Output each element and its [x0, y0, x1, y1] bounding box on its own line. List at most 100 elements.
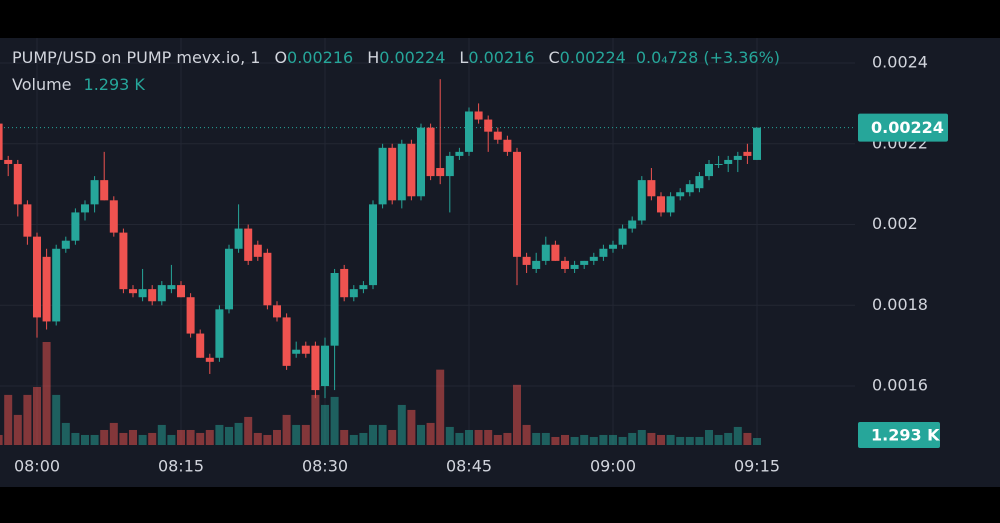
volume-bar: [589, 436, 598, 445]
volume-bar: [465, 429, 473, 445]
candle-body: [33, 236, 41, 318]
volume-bar: [321, 404, 329, 445]
volume-bar: [561, 434, 569, 445]
volume-bar: [0, 434, 3, 445]
price-tag: [858, 113, 948, 142]
ohlc-label: C: [549, 48, 560, 67]
volume-bar: [61, 422, 70, 445]
candle-body: [148, 289, 157, 302]
ohlc-value: 0.00216: [468, 48, 534, 67]
candle-body: [177, 285, 185, 298]
volume-bar: [23, 394, 32, 445]
volume-bar: [705, 429, 713, 445]
ohlc-value: 0.00224: [379, 48, 445, 67]
candle-body: [426, 127, 435, 177]
volume-bar: [330, 396, 339, 445]
candle-body: [378, 147, 387, 205]
volume-bar: [609, 434, 617, 445]
candle-body: [129, 289, 137, 294]
volume-bar: [81, 434, 89, 445]
volume-bar: [129, 429, 137, 445]
volume-bar: [157, 424, 166, 445]
candle-body: [90, 180, 99, 205]
candle-body: [71, 212, 80, 241]
candle-body: [52, 248, 61, 322]
price-tag-label: 0.00224: [871, 118, 944, 137]
volume-bar: [282, 414, 291, 445]
candle-body: [580, 260, 589, 265]
candle-body: [253, 244, 262, 257]
candle-body: [743, 151, 752, 156]
y-tick-label: 0.0016: [872, 376, 928, 395]
volume-bar: [138, 434, 147, 445]
x-tick-label: 08:45: [446, 457, 492, 476]
plot-area: [0, 79, 855, 445]
candle-body: [705, 163, 713, 177]
chart-panel: [0, 38, 1000, 487]
candle-body: [138, 289, 147, 298]
candle-body: [676, 192, 685, 197]
volume-bar: [580, 434, 589, 445]
candle-body: [397, 143, 406, 201]
x-tick-label: 08:30: [302, 457, 348, 476]
volume-bar: [397, 404, 406, 445]
legend-title: PUMP/USD on PUMP mevx.io, 1: [12, 48, 260, 67]
candle-body: [455, 151, 464, 156]
candle-body: [685, 184, 694, 193]
candle-body: [263, 252, 272, 306]
volume-bar: [436, 369, 445, 445]
candle-body: [666, 196, 675, 213]
ohlc-label: H: [367, 48, 379, 67]
volume-bar: [445, 426, 454, 445]
candle-body: [340, 268, 349, 298]
candle-body: [234, 228, 243, 249]
candle-body: [465, 111, 473, 152]
volume-bar: [273, 429, 281, 445]
volume-bar: [417, 424, 425, 445]
volume-bar: [676, 436, 685, 445]
volume-bar: [148, 432, 157, 445]
volume-bar: [42, 342, 51, 445]
candle-body: [81, 204, 89, 213]
volume-bar: [311, 394, 320, 445]
volume-bar: [695, 436, 704, 445]
volume-bar: [253, 432, 262, 445]
candle-body: [359, 285, 368, 290]
candle-body: [647, 180, 656, 197]
candle-body: [628, 220, 637, 229]
ohlc-value: 0.00216: [287, 48, 353, 67]
candle-body: [436, 168, 445, 177]
candle-body: [513, 151, 521, 257]
volume-bar: [474, 429, 483, 445]
volume-bar: [637, 429, 646, 445]
candle-body: [532, 260, 541, 269]
volume-bar: [119, 432, 128, 445]
candle-body: [724, 159, 733, 164]
volume-bar: [301, 424, 310, 445]
change-label: 0.0₄728 (+3.36%): [636, 48, 780, 67]
volume-tag-label: 1.293 K: [871, 425, 940, 444]
volume-bar: [484, 429, 493, 445]
volume-bar: [570, 436, 579, 445]
ohlc-value: 0.00224: [560, 48, 626, 67]
candle-body: [551, 244, 560, 261]
candle-body: [23, 204, 32, 237]
candle-body: [388, 147, 397, 201]
volume-bar: [551, 436, 560, 445]
candle-body: [311, 345, 320, 391]
candle-body: [733, 155, 742, 160]
candle-body: [599, 248, 608, 257]
volume-bar: [186, 429, 195, 445]
x-tick-label: 09:00: [590, 457, 636, 476]
y-tick-label: 0.002: [872, 214, 918, 233]
candle-body: [637, 180, 646, 221]
volume-value: 1.293 K: [84, 75, 146, 94]
volume-bar: [90, 434, 99, 445]
candle-body: [292, 349, 301, 354]
candle-body: [0, 123, 3, 160]
candle-body: [714, 163, 723, 165]
volume-bar: [503, 432, 512, 445]
candle-body: [13, 163, 22, 205]
